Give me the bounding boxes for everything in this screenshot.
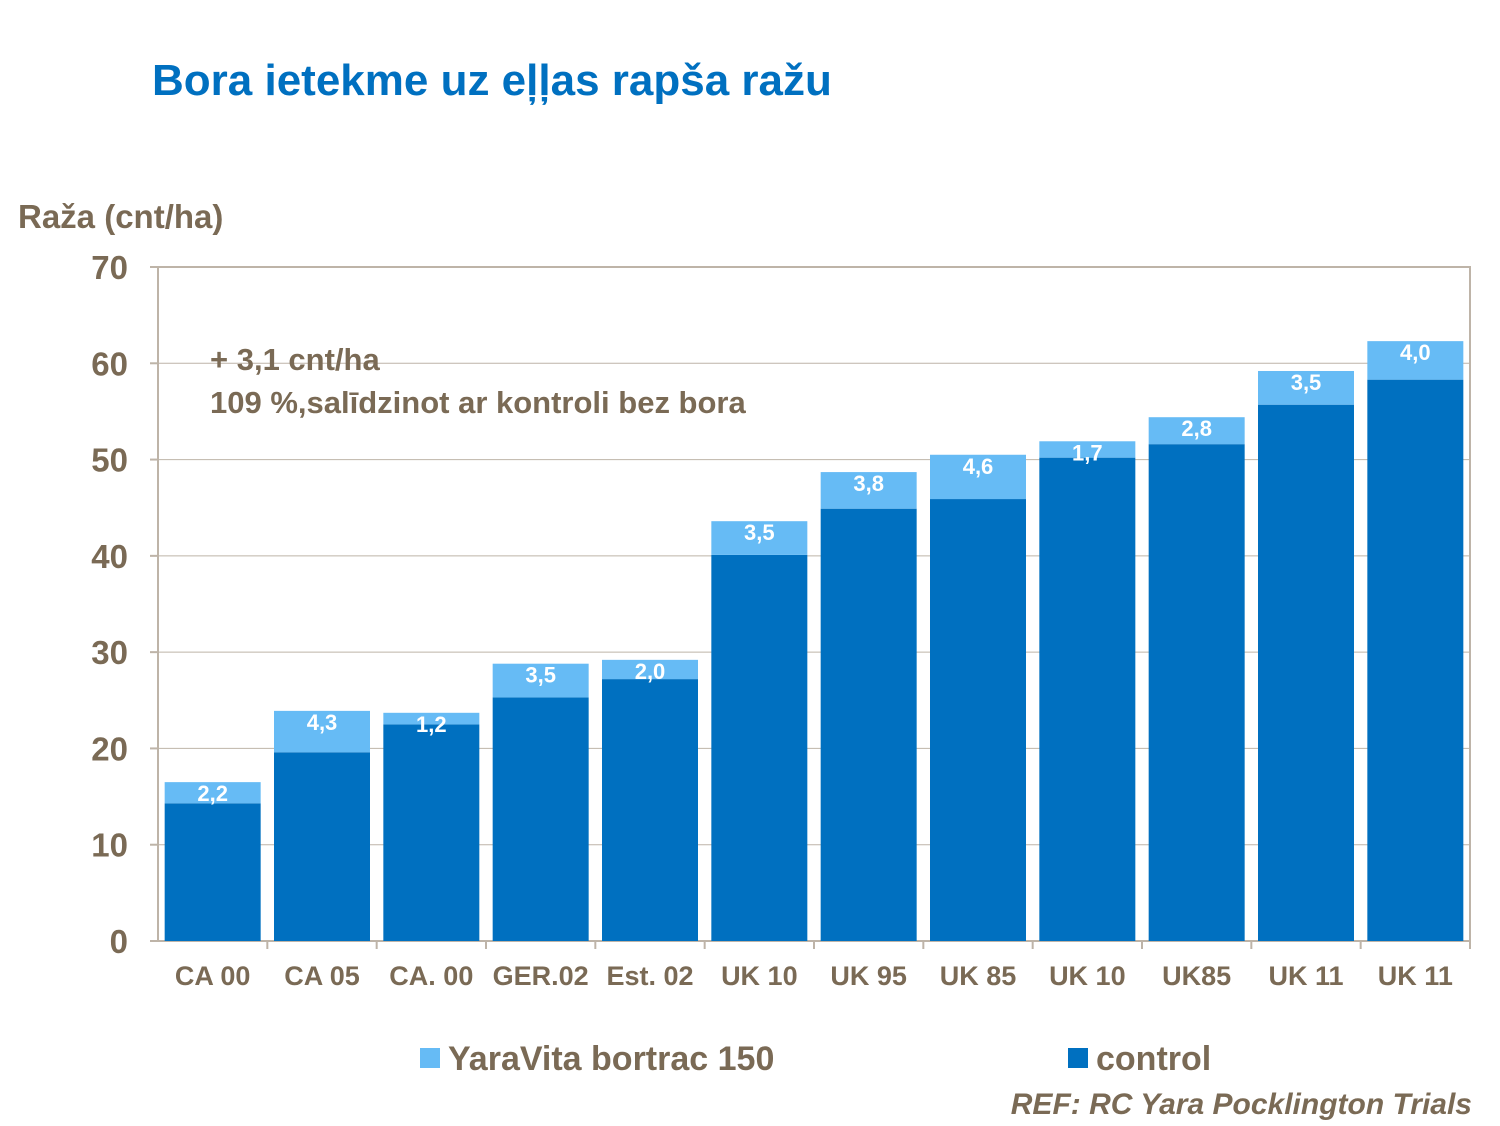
bar-yaravita <box>1367 341 1464 380</box>
bar-control <box>274 752 370 941</box>
bar-yaravita <box>1039 441 1136 458</box>
x-tick-label: UK 10 <box>721 961 798 991</box>
y-axis-label: Raža (cnt/ha) <box>18 198 223 235</box>
y-tick-label: 60 <box>91 345 128 382</box>
data-label: 2,8 <box>1181 416 1212 441</box>
y-tick-label: 20 <box>91 730 128 767</box>
bar-control <box>492 697 589 941</box>
legend-label-control: control <box>1096 1040 1211 1078</box>
bar-yaravita <box>164 782 261 804</box>
x-tick-label: UK 95 <box>830 961 907 991</box>
x-tick-label: UK 85 <box>940 961 1017 991</box>
x-tick-label: UK85 <box>1162 961 1231 991</box>
y-tick-label: 50 <box>91 442 128 479</box>
y-tick-label: 10 <box>91 827 128 864</box>
bar-yaravita <box>274 710 370 753</box>
reference-note: REF: RC Yara Pocklington Trials <box>1010 1088 1472 1121</box>
bar-control <box>1039 457 1136 941</box>
data-label: 1,7 <box>1072 440 1103 465</box>
bar-control <box>164 803 261 941</box>
bar-control <box>820 508 917 941</box>
bar-yaravita <box>602 659 698 680</box>
y-tick-label: 0 <box>110 923 128 960</box>
x-tick-label: UK 11 <box>1268 961 1343 991</box>
x-tick-label: CA 05 <box>284 961 360 991</box>
x-tick-label: GER.02 <box>493 961 589 991</box>
data-label: 4,3 <box>307 710 338 735</box>
y-tick-label: 30 <box>91 634 128 671</box>
x-tick-label: CA. 00 <box>389 961 473 991</box>
annotation-gain: + 3,1 cnt/ha <box>210 342 380 377</box>
legend-swatch-yaravita <box>420 1048 440 1068</box>
bar-control <box>711 554 808 941</box>
legend-swatch-control <box>1068 1048 1088 1068</box>
bar-control <box>383 724 480 941</box>
bar-control <box>1367 379 1464 941</box>
bar-yaravita <box>492 663 589 698</box>
legend-label-yaravita: YaraVita bortrac 150 <box>448 1040 774 1078</box>
data-label: 1,2 <box>416 712 447 737</box>
data-label: 2,2 <box>197 781 228 806</box>
y-tick-label: 70 <box>91 249 128 286</box>
data-label: 3,5 <box>1291 370 1322 395</box>
x-tick-label: Est. 02 <box>606 961 693 991</box>
bar-control <box>930 499 1026 941</box>
bar-yaravita <box>383 712 480 725</box>
data-label: 3,5 <box>525 663 556 688</box>
bar-control <box>602 679 698 941</box>
legend: YaraVita bortrac 150 control <box>420 1040 1211 1078</box>
data-label: 4,0 <box>1400 340 1431 365</box>
bar-yaravita <box>930 454 1026 500</box>
bar-yaravita <box>1258 370 1354 405</box>
data-label: 2,0 <box>635 659 666 684</box>
x-tick-label: UK 10 <box>1049 961 1126 991</box>
x-tick-label: UK 11 <box>1378 961 1453 991</box>
bar-control <box>1148 444 1245 941</box>
bar-yaravita <box>711 521 808 555</box>
chart-title: Bora ietekme uz eļļas rapša ražu <box>152 56 832 105</box>
data-label: 3,8 <box>853 471 884 496</box>
bar-control <box>1258 404 1354 941</box>
bar-yaravita <box>1148 417 1245 445</box>
data-label: 4,6 <box>963 454 994 479</box>
y-tick-label: 40 <box>91 538 128 575</box>
data-label: 3,5 <box>744 520 775 545</box>
annotation-percent: 109 %,salīdzinot ar kontroli bez bora <box>210 385 746 420</box>
x-tick-label: CA 00 <box>175 961 251 991</box>
bar-yaravita <box>820 472 917 509</box>
